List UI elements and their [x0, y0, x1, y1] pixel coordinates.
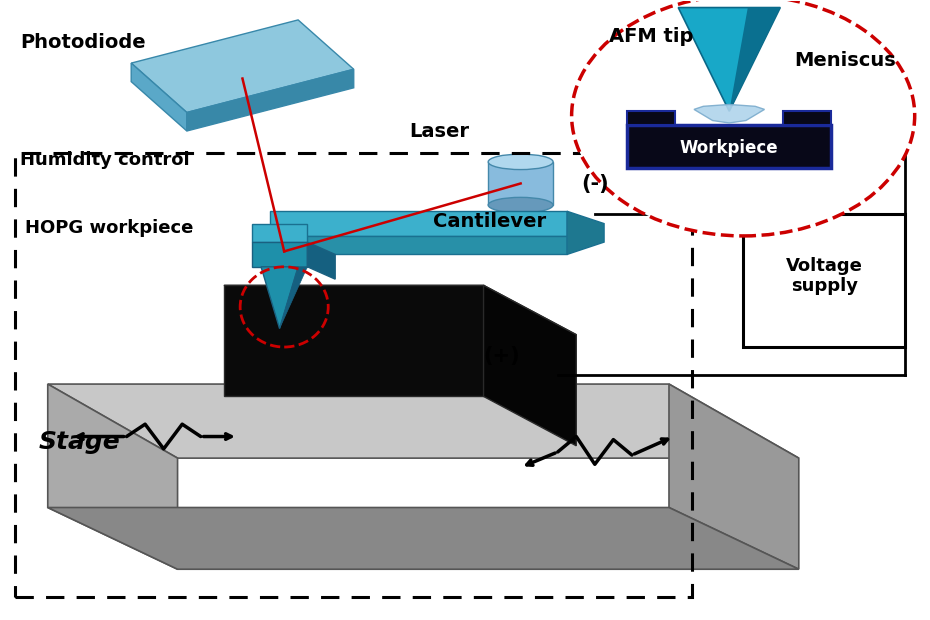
Polygon shape: [47, 508, 799, 569]
Polygon shape: [187, 69, 353, 131]
Polygon shape: [308, 242, 335, 279]
Polygon shape: [131, 63, 187, 131]
Ellipse shape: [572, 0, 915, 236]
Polygon shape: [484, 285, 577, 446]
Polygon shape: [729, 7, 780, 111]
Bar: [15, 153, 692, 597]
Text: (-): (-): [581, 174, 608, 193]
Polygon shape: [488, 162, 553, 205]
Polygon shape: [669, 384, 799, 569]
Bar: [627, 125, 831, 168]
Polygon shape: [47, 384, 178, 569]
Text: Meniscus: Meniscus: [794, 51, 896, 70]
Polygon shape: [131, 20, 353, 112]
Text: Workpiece: Workpiece: [680, 140, 778, 157]
Text: Photodiode: Photodiode: [20, 33, 146, 51]
Ellipse shape: [488, 154, 553, 170]
Bar: [783, 111, 831, 125]
Polygon shape: [280, 267, 308, 329]
Text: (+): (+): [484, 347, 520, 366]
Polygon shape: [678, 7, 780, 111]
Bar: [743, 215, 906, 347]
Text: Humidity control: Humidity control: [20, 151, 190, 169]
Text: AFM tip: AFM tip: [609, 27, 693, 45]
Polygon shape: [261, 267, 299, 329]
Polygon shape: [567, 211, 604, 254]
Polygon shape: [252, 224, 308, 242]
Polygon shape: [271, 236, 567, 254]
Text: Voltage
supply: Voltage supply: [786, 257, 863, 296]
Polygon shape: [224, 285, 577, 335]
Text: Stage: Stage: [38, 430, 120, 454]
Text: Cantilever: Cantilever: [432, 211, 546, 231]
Polygon shape: [271, 211, 567, 236]
Bar: [627, 111, 675, 125]
Text: Laser: Laser: [409, 122, 470, 141]
Ellipse shape: [488, 197, 553, 213]
Polygon shape: [224, 285, 484, 396]
Polygon shape: [47, 384, 799, 458]
Text: HOPG workpiece: HOPG workpiece: [24, 219, 193, 237]
Polygon shape: [694, 104, 764, 123]
Polygon shape: [252, 242, 308, 267]
